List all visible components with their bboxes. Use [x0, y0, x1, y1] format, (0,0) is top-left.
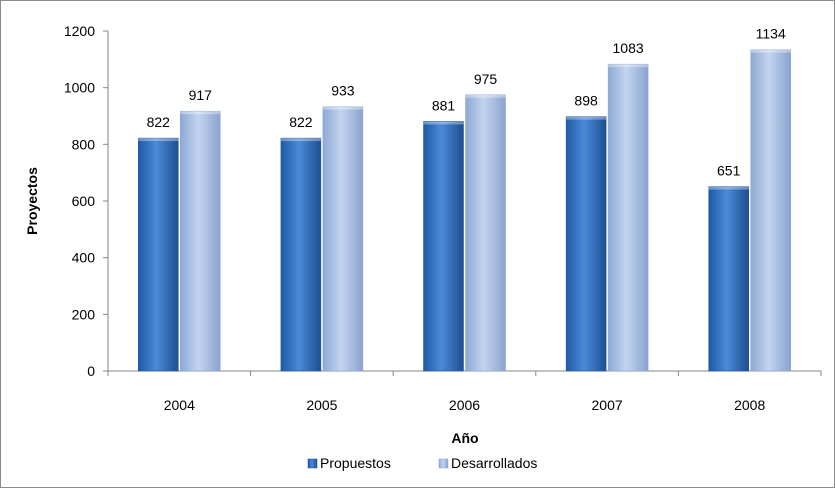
legend-label-desarrollados: Desarrollados: [451, 455, 537, 471]
x-tick-label: 2007: [592, 397, 623, 413]
y-tick-label: 200: [72, 306, 96, 322]
bar-top-highlight: [608, 64, 649, 68]
data-labels: 822 917 822 933 881 975 898 1083 651 1134: [147, 26, 786, 179]
y-tick-label: 800: [72, 136, 96, 152]
bar-top-highlight: [322, 106, 363, 110]
bar-top-highlight: [180, 111, 221, 115]
y-tick-label: 600: [72, 193, 96, 209]
bar-top-highlight: [423, 121, 464, 125]
bar-top-highlight: [280, 138, 321, 142]
bar-top-highlight: [750, 49, 791, 53]
data-label: 822: [147, 114, 171, 130]
x-ticks: 2004 2005 2006 2007 2008: [107, 371, 822, 413]
y-tick-label: 1000: [64, 80, 95, 96]
bar-desarrollados-2004: [180, 110, 221, 372]
y-tick-label: 400: [72, 250, 96, 266]
data-label: 1134: [756, 26, 786, 42]
legend-swatch-propuestos: [307, 458, 318, 469]
data-label: 1083: [613, 40, 644, 56]
data-label: 881: [432, 97, 456, 113]
y-tick-label: 1200: [64, 23, 95, 39]
bar-propuestos-2006: [423, 121, 464, 372]
y-ticks: 0 200 400 600 800 1000 1200: [64, 23, 108, 379]
x-tick-label: 2006: [449, 397, 480, 413]
x-tick-label: 2004: [164, 397, 195, 413]
x-tick-label: 2008: [734, 397, 765, 413]
bar-desarrollados-2007: [607, 63, 649, 372]
legend: Propuestos Desarrollados: [307, 455, 537, 471]
bar-top-highlight: [138, 138, 179, 142]
data-label: 975: [474, 71, 498, 87]
data-label: 822: [289, 114, 313, 130]
data-label: 917: [189, 87, 213, 103]
bar-propuestos-2004: [138, 137, 179, 372]
x-axis-title: Año: [451, 430, 478, 446]
bar-desarrollados-2006: [465, 94, 506, 372]
data-label: 898: [574, 93, 598, 109]
bar-top-highlight: [465, 94, 506, 98]
y-axis-title: Proyectos: [24, 167, 40, 235]
bar-propuestos-2007: [565, 116, 607, 372]
bar-propuestos-2008: [708, 186, 749, 372]
legend-label-propuestos: Propuestos: [320, 455, 391, 471]
y-tick-label: 0: [87, 363, 95, 379]
bar-desarrollados-2008: [750, 49, 791, 372]
bar-desarrollados-2005: [322, 106, 364, 372]
data-label: 933: [331, 83, 355, 99]
bar-propuestos-2005: [280, 137, 322, 372]
bars: [138, 49, 791, 372]
legend-swatch-desarrollados: [438, 458, 449, 469]
bar-top-highlight: [566, 116, 607, 120]
x-tick-label: 2005: [306, 397, 337, 413]
bar-top-highlight: [708, 186, 749, 190]
data-label: 651: [717, 163, 741, 179]
